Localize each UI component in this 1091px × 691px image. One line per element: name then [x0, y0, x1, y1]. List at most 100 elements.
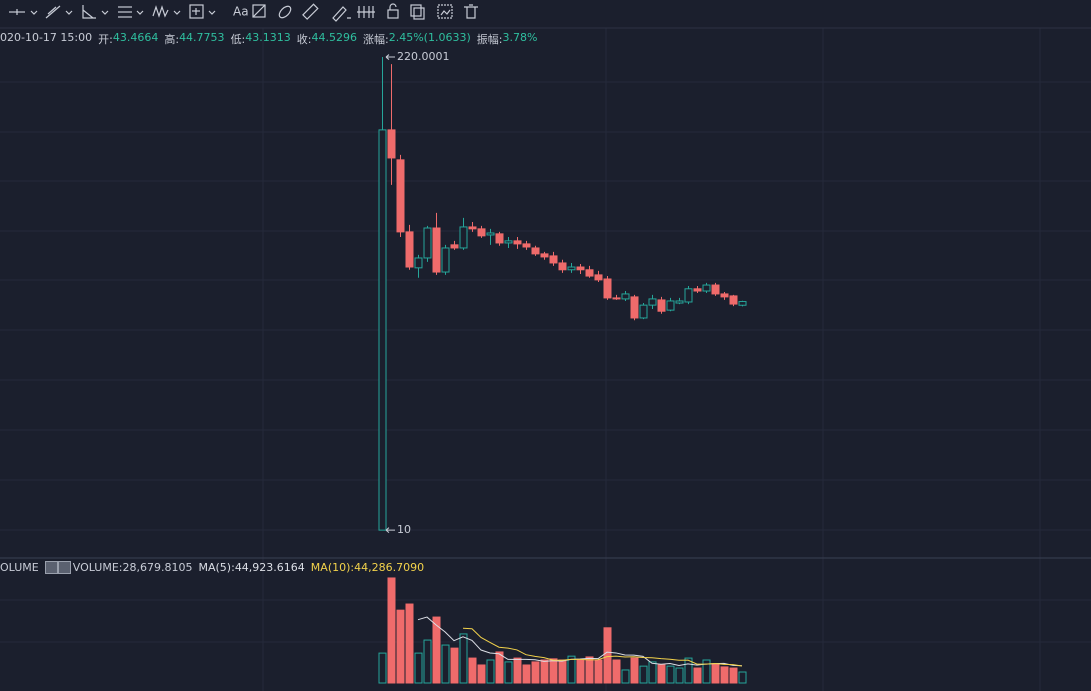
low-label: 低:: [230, 33, 246, 46]
open-label: 开:: [98, 33, 113, 46]
tool-wave[interactable]: [152, 5, 181, 18]
volume-bar: [423, 639, 432, 684]
tool-link[interactable]: [277, 4, 293, 20]
tool-screenshot[interactable]: [437, 4, 453, 19]
candle-body: [459, 226, 468, 249]
tool-pen[interactable]: [332, 6, 351, 22]
candle-body: [621, 293, 630, 300]
tool-copy[interactable]: [410, 4, 425, 20]
volume-bar: [540, 659, 549, 684]
candle-body: [486, 232, 495, 236]
candle-body: [729, 295, 738, 305]
max-label: 220.0001: [397, 50, 450, 63]
volume-bar: [495, 651, 504, 684]
volume-bar: [504, 661, 513, 684]
volume-header: OLUME VOLUME:28,679.8105 MA(5):44,923.61…: [0, 561, 424, 574]
candle-body: [738, 301, 747, 306]
candle-body: [693, 288, 702, 292]
candle-body: [594, 274, 603, 281]
candle-body: [603, 278, 612, 299]
volume-bar: [432, 616, 441, 684]
volume-bar: [567, 655, 576, 684]
volume-bar: [522, 664, 531, 684]
volume-bar: [459, 633, 468, 684]
toolbar: Aa: [9, 3, 478, 22]
tool-text[interactable]: Aa: [233, 5, 249, 19]
volume-bar: [576, 659, 585, 684]
grid: [0, 28, 1091, 691]
candle-body: [576, 266, 585, 271]
candle-body: [675, 300, 684, 304]
tool-bars[interactable]: [357, 6, 375, 18]
candle-body: [423, 227, 432, 259]
open-value: 43.4664: [112, 31, 159, 44]
candle-body: [630, 296, 639, 319]
tool-angle[interactable]: [82, 5, 109, 19]
volume-bar: [639, 665, 648, 684]
volume-bar: [720, 666, 729, 684]
candle-body: [585, 269, 594, 277]
volume-bar: [468, 657, 477, 684]
volume-bar: [405, 603, 414, 684]
ma-line: [462, 627, 743, 667]
tool-fib[interactable]: [118, 6, 144, 18]
candle-body: [639, 304, 648, 319]
volume-bar: [441, 644, 450, 684]
volume-bar: [549, 658, 558, 684]
tool-ruler[interactable]: [302, 3, 319, 20]
volume-title: OLUME: [0, 561, 39, 574]
volume-bar: [558, 659, 567, 684]
candle-body: [441, 247, 450, 273]
volume-bar: [621, 669, 630, 684]
tool-line[interactable]: [9, 9, 38, 15]
close-label: 收:: [296, 33, 312, 46]
volume-bar: [648, 661, 657, 684]
volume-bar: [702, 659, 711, 684]
volume-bar: [585, 656, 594, 684]
volume-bar: [594, 659, 603, 684]
tool-pattern[interactable]: [252, 4, 266, 18]
candle-body: [540, 253, 549, 258]
volume-bar: [387, 577, 396, 684]
volume-bar: [414, 652, 423, 684]
volume-bar: [738, 671, 747, 684]
close-button[interactable]: [57, 561, 71, 574]
candle-body: [414, 257, 423, 269]
tool-trend[interactable]: [45, 5, 73, 19]
change-value: 2.45%(1.0633): [388, 31, 471, 44]
legend-value: 44,923.6164: [234, 561, 305, 574]
volume-bar: [603, 627, 612, 684]
volume-bar: [477, 664, 486, 684]
volume-bar: [693, 667, 702, 684]
candle-body: [396, 159, 405, 233]
max-label-arrow: [385, 54, 395, 60]
high-label: 高:: [164, 33, 180, 46]
candle-body: [432, 227, 441, 273]
candle-body: [702, 284, 711, 292]
candle-body: [513, 240, 522, 245]
candle-body: [657, 299, 666, 312]
legend-value: 44,286.7090: [354, 561, 425, 574]
volume-bar: [711, 663, 720, 684]
candle-body: [549, 255, 558, 264]
high-value: 44.7753: [179, 31, 225, 44]
amplitude-label: 振幅:: [476, 33, 503, 46]
volume-bar: [396, 609, 405, 684]
candle-body: [450, 244, 459, 249]
amplitude-value: 3.78%: [502, 31, 538, 44]
change-label: 涨幅:: [363, 33, 389, 46]
legend-value: 28,679.8105: [122, 561, 193, 574]
tool-lock[interactable]: [387, 3, 399, 19]
candle-body: [666, 300, 675, 311]
close-value: 44.5296: [311, 31, 358, 44]
settings-button[interactable]: [44, 561, 58, 574]
candle-body: [612, 297, 621, 300]
candle-body: [558, 262, 567, 271]
tool-measure[interactable]: [189, 4, 216, 19]
volume-bar: [531, 661, 540, 684]
volume-bar: [666, 665, 675, 684]
min-label: 10: [397, 523, 411, 536]
candle-body: [711, 284, 720, 295]
legend-name: VOLUME:: [72, 561, 123, 574]
tool-delete[interactable]: [464, 4, 478, 19]
